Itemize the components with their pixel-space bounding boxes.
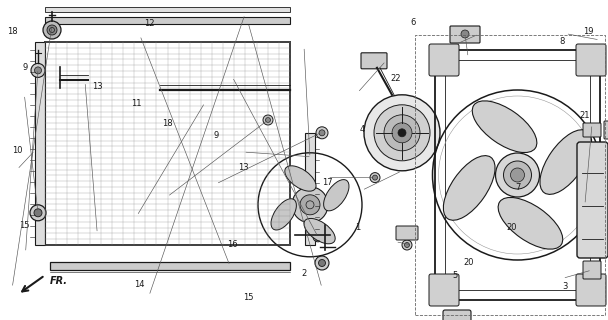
- Ellipse shape: [285, 166, 316, 191]
- Circle shape: [461, 30, 469, 38]
- FancyBboxPatch shape: [396, 226, 418, 240]
- Text: 16: 16: [227, 240, 238, 249]
- FancyBboxPatch shape: [604, 171, 608, 189]
- Circle shape: [392, 123, 412, 143]
- Text: 1: 1: [355, 223, 360, 232]
- Circle shape: [263, 115, 273, 125]
- Circle shape: [402, 240, 412, 250]
- Text: 20: 20: [506, 223, 517, 232]
- FancyBboxPatch shape: [604, 121, 608, 139]
- Circle shape: [370, 172, 380, 183]
- Circle shape: [35, 67, 41, 74]
- Text: 11: 11: [131, 100, 142, 108]
- FancyBboxPatch shape: [443, 310, 471, 320]
- Circle shape: [43, 21, 61, 39]
- Circle shape: [511, 168, 525, 182]
- FancyBboxPatch shape: [576, 274, 606, 306]
- Text: 15: 15: [243, 293, 254, 302]
- Circle shape: [384, 115, 420, 151]
- Ellipse shape: [443, 156, 495, 220]
- Circle shape: [30, 205, 46, 221]
- Circle shape: [316, 234, 320, 239]
- Bar: [435, 50, 600, 300]
- Text: 8: 8: [560, 37, 565, 46]
- Text: 18: 18: [162, 119, 173, 128]
- Circle shape: [316, 127, 328, 139]
- Text: 17: 17: [322, 178, 333, 187]
- Circle shape: [496, 153, 539, 197]
- Bar: [45, 7, 290, 12]
- Text: 22: 22: [390, 74, 401, 83]
- Circle shape: [503, 161, 531, 189]
- Circle shape: [266, 117, 271, 123]
- Text: 21: 21: [579, 111, 590, 120]
- Bar: [305, 133, 315, 245]
- FancyBboxPatch shape: [583, 123, 601, 137]
- Text: 9: 9: [23, 63, 28, 72]
- Circle shape: [319, 260, 325, 267]
- Text: 6: 6: [411, 18, 416, 27]
- Circle shape: [398, 129, 406, 137]
- FancyBboxPatch shape: [361, 53, 387, 69]
- Text: 2: 2: [302, 269, 306, 278]
- Text: 5: 5: [452, 271, 457, 280]
- Bar: [445, 60, 590, 290]
- Circle shape: [47, 25, 57, 35]
- Ellipse shape: [304, 219, 335, 244]
- Circle shape: [300, 195, 320, 215]
- Ellipse shape: [323, 180, 349, 211]
- Circle shape: [34, 209, 42, 217]
- Text: 19: 19: [583, 28, 594, 36]
- FancyBboxPatch shape: [450, 26, 480, 43]
- Text: 18: 18: [7, 28, 18, 36]
- FancyBboxPatch shape: [583, 261, 601, 279]
- Text: 4: 4: [359, 125, 364, 134]
- Ellipse shape: [271, 199, 296, 230]
- Ellipse shape: [540, 130, 592, 194]
- Text: 14: 14: [134, 280, 145, 289]
- Circle shape: [364, 95, 440, 171]
- Text: 20: 20: [463, 258, 474, 267]
- FancyBboxPatch shape: [576, 44, 606, 76]
- FancyBboxPatch shape: [429, 44, 459, 76]
- Bar: [45, 17, 290, 24]
- Circle shape: [319, 130, 325, 136]
- Bar: [45, 42, 290, 245]
- Ellipse shape: [472, 101, 537, 153]
- Circle shape: [292, 187, 328, 223]
- Text: FR.: FR.: [50, 276, 68, 286]
- Circle shape: [373, 175, 378, 180]
- Circle shape: [404, 243, 410, 247]
- Text: 15: 15: [19, 221, 30, 230]
- Text: 12: 12: [143, 20, 154, 28]
- Text: 3: 3: [563, 282, 568, 291]
- FancyBboxPatch shape: [429, 274, 459, 306]
- Circle shape: [313, 232, 323, 242]
- Bar: [35, 42, 45, 245]
- Text: 9: 9: [213, 132, 218, 140]
- Circle shape: [374, 105, 430, 161]
- Text: 7: 7: [516, 183, 520, 192]
- FancyBboxPatch shape: [577, 142, 608, 258]
- Circle shape: [31, 63, 45, 77]
- Text: 13: 13: [238, 164, 249, 172]
- Text: 10: 10: [12, 146, 22, 155]
- Bar: [50, 262, 290, 270]
- Ellipse shape: [498, 197, 563, 249]
- Circle shape: [315, 256, 329, 270]
- Text: 13: 13: [92, 82, 103, 91]
